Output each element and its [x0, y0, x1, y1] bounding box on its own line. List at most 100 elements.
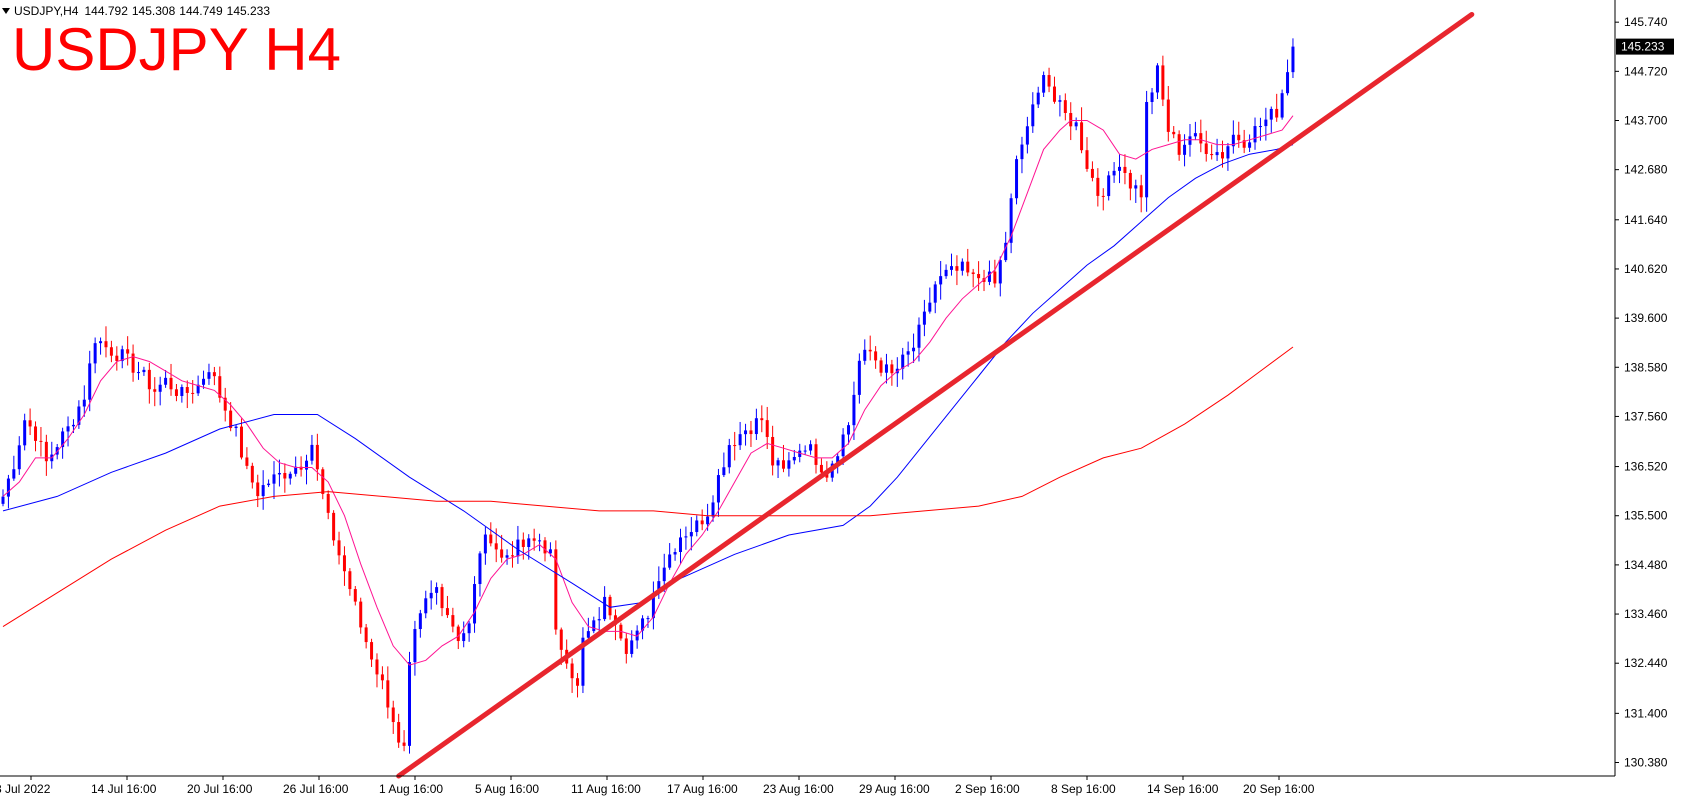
x-tick-label: 8 Sep 16:00	[1051, 782, 1116, 796]
candle-body	[809, 444, 813, 451]
y-tick-label: 145.740	[1624, 15, 1668, 29]
candle-body	[651, 592, 655, 619]
x-tick-label: 23 Aug 16:00	[763, 782, 834, 796]
x-tick-label: 14 Jul 16:00	[91, 782, 157, 796]
candle-body	[1258, 126, 1262, 128]
candle-body	[733, 445, 737, 447]
x-tick-label: 20 Sep 16:00	[1243, 782, 1315, 796]
candle-body	[1231, 134, 1235, 147]
candle-body	[516, 539, 520, 557]
candle-body	[776, 460, 780, 466]
candle-body	[1025, 126, 1029, 145]
candle-body	[164, 377, 168, 385]
candle-body	[1134, 185, 1138, 189]
candle-body	[234, 426, 238, 429]
candle-body	[126, 349, 130, 354]
candle-body	[668, 554, 672, 568]
candle-body	[695, 520, 699, 533]
y-tick-label: 141.640	[1624, 213, 1668, 227]
candle-body	[451, 615, 455, 627]
candle-body	[554, 549, 558, 630]
candle-body	[424, 598, 428, 614]
candle-body	[1161, 65, 1165, 100]
candle-body	[342, 555, 346, 572]
y-tick-label: 142.680	[1624, 163, 1668, 177]
candle-body	[202, 378, 206, 385]
candle-body	[722, 467, 726, 476]
candle-body	[66, 426, 70, 432]
candle-body	[857, 360, 861, 395]
candle-body	[847, 425, 851, 435]
candle-body	[104, 341, 108, 348]
candle-body	[1047, 75, 1051, 87]
candle-body	[473, 584, 477, 624]
candle-body	[662, 567, 666, 582]
y-tick-label: 139.600	[1624, 311, 1668, 325]
candle-body	[261, 485, 265, 497]
candle-body	[142, 369, 146, 373]
candle-body	[359, 601, 363, 628]
candle-body	[576, 678, 580, 686]
candle-body	[1063, 100, 1067, 113]
candle-body	[624, 638, 628, 654]
candle-body	[592, 620, 596, 632]
candle-body	[987, 271, 991, 282]
x-tick-label: 17 Aug 16:00	[667, 782, 738, 796]
dropdown-triangle-icon[interactable]	[2, 8, 10, 15]
candle-body	[191, 392, 195, 394]
candle-body	[277, 472, 281, 475]
candle-body	[456, 626, 460, 642]
candle-body	[998, 260, 1002, 284]
y-tick-label: 133.460	[1624, 607, 1668, 621]
candle-body	[581, 637, 585, 686]
candle-body	[429, 592, 433, 599]
candle-body	[1248, 142, 1252, 148]
candle-body	[912, 347, 916, 352]
candle-body	[34, 426, 38, 441]
candle-body	[1015, 159, 1019, 199]
candle-body	[1280, 93, 1284, 118]
candle-body	[370, 642, 374, 660]
candle-body	[229, 410, 233, 429]
candle-body	[879, 360, 883, 373]
moving-average-1	[2, 115, 1294, 666]
candle-body	[586, 631, 590, 638]
candle-body	[1118, 166, 1122, 171]
candle-body	[960, 261, 964, 271]
candle-body	[483, 534, 487, 554]
candle-body	[1004, 242, 1008, 261]
x-tick-label: 11 Aug 16:00	[571, 782, 641, 796]
candle-body	[218, 376, 222, 398]
candle-body	[771, 436, 775, 466]
candle-body	[1269, 108, 1273, 120]
candle-body	[71, 424, 75, 427]
candle-body	[814, 444, 818, 465]
x-tick-label: 5 Aug 16:00	[475, 782, 539, 796]
candle-body	[418, 613, 422, 630]
candle-body	[765, 420, 769, 437]
candle-body	[1199, 133, 1203, 144]
candle-body	[1128, 172, 1132, 189]
candle-body	[256, 482, 260, 497]
candle-body	[603, 596, 607, 620]
y-tick-label: 130.380	[1624, 756, 1668, 770]
candle-body	[754, 418, 758, 435]
candle-body	[299, 466, 303, 470]
candle-body	[1155, 65, 1159, 93]
candle-body	[1275, 108, 1279, 118]
candle-body	[630, 640, 634, 654]
candle-body	[1042, 75, 1046, 93]
y-tick-label: 132.440	[1624, 656, 1668, 670]
candle-body	[397, 722, 401, 743]
candle-body	[402, 742, 406, 746]
candle-body	[326, 493, 330, 513]
x-tick-label: 1 Aug 16:00	[379, 782, 443, 796]
moving-average-2	[2, 144, 1294, 608]
candle-body	[147, 369, 151, 390]
candle-body	[906, 351, 910, 355]
candle-body	[1090, 168, 1094, 178]
candle-body	[917, 324, 921, 348]
candle-body	[39, 440, 43, 442]
candle-body	[716, 475, 720, 503]
